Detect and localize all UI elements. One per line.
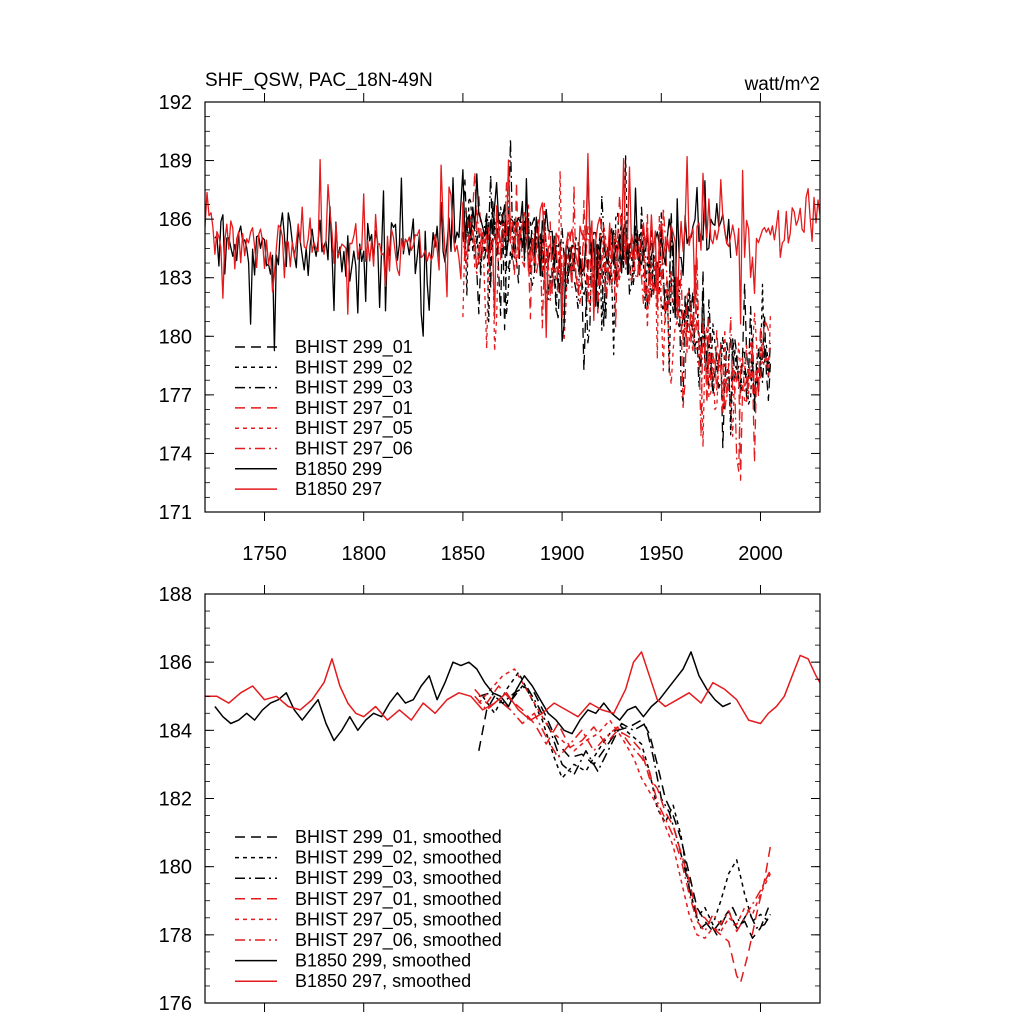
legend-label: B1850 297, smoothed	[295, 971, 471, 991]
y-tick-label: 192	[159, 92, 192, 114]
series-group	[205, 138, 820, 481]
y-tick-label: 183	[159, 268, 192, 290]
y-tick-label: 171	[159, 502, 192, 524]
x-tick-label: 1800	[341, 543, 386, 565]
y-tick-label: 174	[159, 443, 192, 465]
legend-label: BHIST 299_03, smoothed	[295, 868, 502, 889]
series-line	[214, 165, 732, 352]
y-tick-label: 182	[159, 789, 192, 811]
legend-label: BHIST 299_02	[295, 357, 413, 378]
series-line	[214, 651, 731, 742]
series-line	[205, 153, 820, 339]
y-tick-label: 178	[159, 925, 192, 947]
legend-label: BHIST 297_01, smoothed	[295, 889, 502, 910]
legend-label: BHIST 299_01, smoothed	[295, 827, 502, 848]
y-tick-label: 180	[159, 857, 192, 879]
series-line	[462, 182, 772, 472]
legend-label: BHIST 299_02, smoothed	[295, 848, 502, 869]
y-tick-label: 186	[159, 652, 192, 674]
bottom-panel: 176 178 180 182 184 186 188 BHIST 299_01, smoot…	[159, 584, 821, 1015]
x-tick-label: 1750	[242, 543, 287, 565]
y-tick-label: 177	[159, 385, 192, 407]
series-line	[474, 695, 772, 933]
chart-title: SHF_QSW, PAC_18N-49N	[205, 70, 433, 91]
x-tick-label: 1950	[639, 543, 684, 565]
legend-label: BHIST 297_01	[295, 398, 413, 419]
legend-label: BHIST 297_05, smoothed	[295, 909, 502, 930]
legend-label: BHIST 297_06	[295, 439, 413, 460]
series-line	[462, 138, 772, 420]
y-tick-label: 188	[159, 584, 192, 606]
legend-label: BHIST 299_01	[295, 337, 413, 358]
legend-label: BHIST 297_05	[295, 418, 413, 439]
y-tick-label: 184	[159, 720, 192, 742]
series-group	[205, 651, 820, 984]
x-tick-label: 2000	[738, 543, 783, 565]
y-tick-label: 180	[159, 326, 192, 348]
legend-label: B1850 297	[295, 479, 382, 499]
units-label: watt/m^2	[744, 74, 820, 95]
series-line	[478, 668, 772, 939]
y-tick-label: 186	[159, 209, 192, 231]
legend-label: BHIST 297_06, smoothed	[295, 930, 502, 951]
series-line	[462, 155, 771, 436]
series-line	[478, 685, 772, 936]
x-tick-label: 1850	[441, 543, 486, 565]
series-line	[474, 685, 772, 984]
legend-label: BHIST 299_03	[295, 378, 413, 399]
series-line	[205, 651, 820, 725]
y-tick-label: 189	[159, 151, 192, 173]
y-tick-label: 176	[159, 993, 192, 1015]
legend-label: B1850 299, smoothed	[295, 951, 471, 971]
series-line	[482, 671, 769, 926]
legend-label: B1850 299	[295, 459, 382, 479]
x-tick-label: 1900	[540, 543, 585, 565]
top-panel: 171 174 177 180 183 186 189 192 1750 1800 1850 1900…	[159, 70, 821, 565]
